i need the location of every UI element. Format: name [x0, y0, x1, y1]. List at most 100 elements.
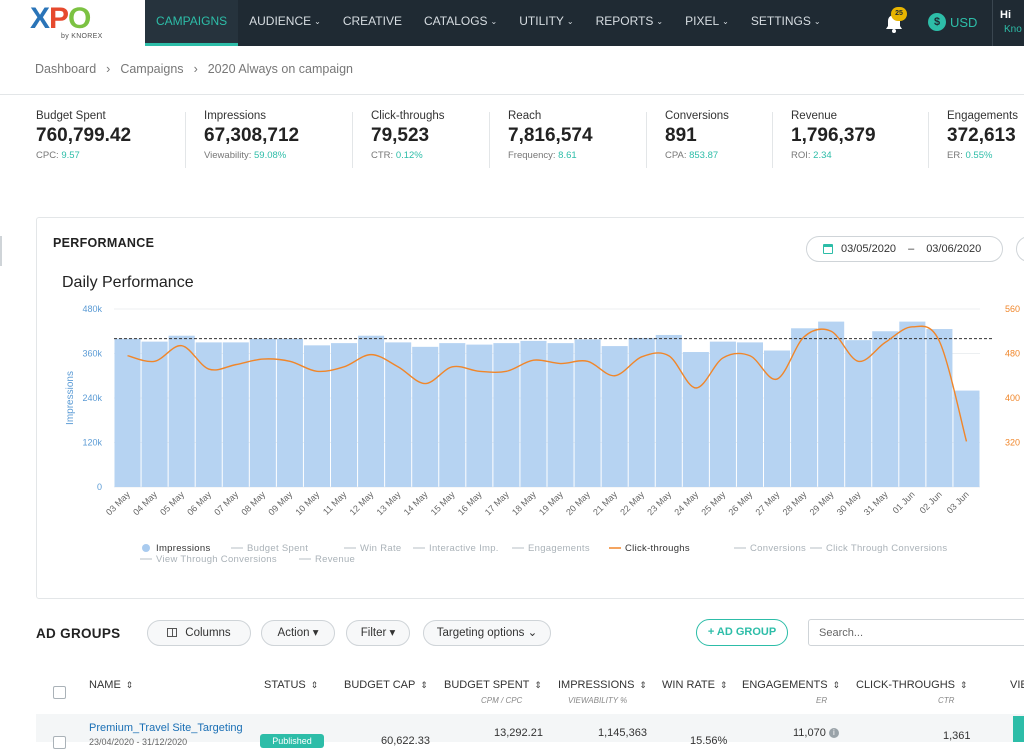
click-throughs-value: 1,361 [943, 730, 971, 742]
kpi-sub-value: 8.61 [558, 150, 577, 161]
sort-icon: ⇕ [960, 680, 968, 690]
kpi-click-throughs: Click-throughs 79,523 CTR: 0.12% [371, 110, 445, 170]
kpi-divider [928, 112, 929, 168]
kpi-divider [185, 112, 186, 168]
search-input[interactable] [808, 619, 1024, 646]
col-header-click-throughs[interactable]: CLICK-THROUGHS ⇕ [856, 679, 968, 691]
currency-label: USD [950, 14, 978, 30]
bar-impressions [601, 346, 628, 487]
sort-icon: ⇕ [832, 680, 841, 690]
y-tick-label: 0 [97, 482, 102, 492]
chevron-down-icon: ⌄ [566, 17, 574, 26]
info-icon[interactable]: i [828, 728, 839, 738]
col-sub-budget-spent: CPM / CPC [481, 696, 523, 705]
col-header-engagements[interactable]: ENGAGEMENTS ⇕ [742, 679, 840, 691]
bar-impressions [493, 343, 520, 487]
y2-tick-label: 560 [1005, 304, 1020, 314]
chevron-down-icon: ⌄ [722, 17, 729, 26]
nav-item-campaigns[interactable]: CAMPAIGNS [145, 0, 239, 46]
kpi-sub: Frequency: 8.61 [508, 150, 593, 161]
table-row[interactable] [36, 714, 1024, 742]
breadcrumb-dashboard[interactable]: Dashboard [35, 62, 97, 76]
bar-impressions [439, 343, 466, 487]
kpi-label: Click-throughs [371, 110, 445, 122]
chevron-down-icon: ⌄ [314, 17, 321, 26]
x-tick-label: 23 May [645, 489, 673, 517]
bar-impressions [358, 335, 385, 487]
bar-impressions [709, 341, 736, 487]
col-header-budget-spent[interactable]: BUDGET SPENT ⇕ [444, 679, 542, 691]
bar-impressions [412, 346, 439, 487]
kpi-divider [489, 112, 490, 168]
col-sub-engagements: ER [816, 696, 828, 705]
col-header-win-rate[interactable]: WIN RATE ⇕ [662, 679, 728, 691]
nav-item-pixel[interactable]: PIXEL ⌄ [674, 0, 740, 46]
x-tick-label: 11 May [321, 489, 349, 517]
filter-button[interactable]: Filter ▾ [346, 620, 410, 646]
columns-button[interactable]: Columns [147, 620, 251, 646]
col-header-more[interactable]: VIE [1010, 679, 1024, 691]
bar-impressions [736, 342, 763, 487]
kpi-value: 7,816,574 [508, 125, 593, 146]
kpi-sub-label: CPC: [36, 150, 59, 161]
bar-impressions [249, 338, 276, 487]
kpi-sub-label: CPA: [665, 150, 687, 161]
kpi-sub: CPA: 853.87 [665, 150, 729, 161]
x-tick-label: 31 May [862, 489, 890, 517]
chevron-down-icon: ⌄ [656, 17, 664, 26]
x-tick-label: 06 May [185, 489, 213, 517]
nav-item-reports[interactable]: REPORTS ⌄ [585, 0, 675, 46]
engagements-value: 11,070 [793, 727, 826, 739]
help-tab[interactable] [1013, 716, 1024, 742]
kpi-sub: Viewability: 59.08% [204, 150, 299, 161]
x-tick-label: 12 May [348, 489, 376, 517]
col-header-impressions[interactable]: IMPRESSIONS ⇕ [558, 679, 647, 691]
currency-selector[interactable]: $ USD [928, 13, 977, 31]
targeting-options-button[interactable]: Targeting options ⌄ [423, 620, 551, 646]
date-range-picker[interactable]: 03/05/2020 – 03/06/2020 [806, 236, 1003, 262]
breadcrumb-current: 2020 Always on campaign [207, 62, 353, 76]
kpi-label: Engagements [947, 110, 1018, 122]
col-header-name[interactable]: NAME ⇕ [89, 679, 133, 691]
x-tick-label: 27 May [754, 489, 782, 517]
sort-icon: ⇕ [534, 680, 542, 690]
logo[interactable]: XPO by KNOREX [0, 0, 145, 46]
calendar-icon [823, 244, 833, 254]
kpi-reach: Reach 7,816,574 Frequency: 8.61 [508, 110, 593, 170]
user-menu[interactable]: Kno [1004, 24, 1022, 35]
col-header-budget-cap[interactable]: BUDGET CAP ⇕ [344, 679, 428, 691]
bar-impressions [114, 338, 141, 487]
select-all-checkbox[interactable] [53, 686, 66, 699]
sort-icon: ⇕ [639, 680, 647, 690]
bar-impressions [276, 338, 303, 487]
kpi-sub-value: 0.55% [965, 150, 993, 161]
action-button[interactable]: Action ▾ [261, 620, 335, 646]
nav-item-settings[interactable]: SETTINGS ⌄ [740, 0, 832, 46]
col-header-status[interactable]: STATUS ⇕ [264, 679, 318, 691]
x-tick-label: 21 May [591, 489, 619, 517]
nav-label: SETTINGS [750, 14, 811, 28]
nav-item-creative[interactable]: CREATIVE [332, 0, 413, 46]
x-tick-label: 28 May [781, 489, 809, 517]
sort-icon: ⇕ [420, 680, 428, 690]
legend-item: Win Rate [360, 543, 401, 554]
ad-group-name-link[interactable]: Premium_Travel Site_Targeting [89, 722, 243, 734]
bar-impressions [682, 352, 709, 487]
chevron-down-icon: ⌄ [490, 17, 498, 26]
add-ad-group-button[interactable]: + AD GROUP [696, 619, 788, 646]
nav-label: REPORTS [595, 14, 654, 28]
col-sub-clicks: CTR [938, 696, 955, 705]
date-from: 03/05/2020 [841, 243, 897, 255]
legend-item: Click-throughs [625, 543, 690, 554]
y-tick-label: 240k [82, 393, 102, 403]
nav-item-utility[interactable]: UTILITY ⌄ [508, 0, 584, 46]
row-checkbox[interactable] [53, 736, 66, 749]
nav-item-audience[interactable]: AUDIENCE ⌄ [238, 0, 332, 46]
bar-impressions [818, 321, 845, 487]
budget-cap-value: 60,622.33 [381, 735, 430, 747]
nav-item-catalogs[interactable]: CATALOGS ⌄ [413, 0, 508, 46]
breadcrumb-campaigns[interactable]: Campaigns [120, 62, 184, 76]
date-to: 03/06/2020 [926, 243, 982, 255]
x-tick-label: 03 Jun [945, 489, 971, 515]
bar-impressions [845, 340, 872, 487]
